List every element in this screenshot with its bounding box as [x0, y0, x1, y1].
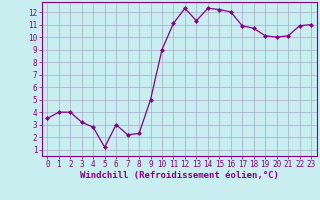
X-axis label: Windchill (Refroidissement éolien,°C): Windchill (Refroidissement éolien,°C): [80, 171, 279, 180]
